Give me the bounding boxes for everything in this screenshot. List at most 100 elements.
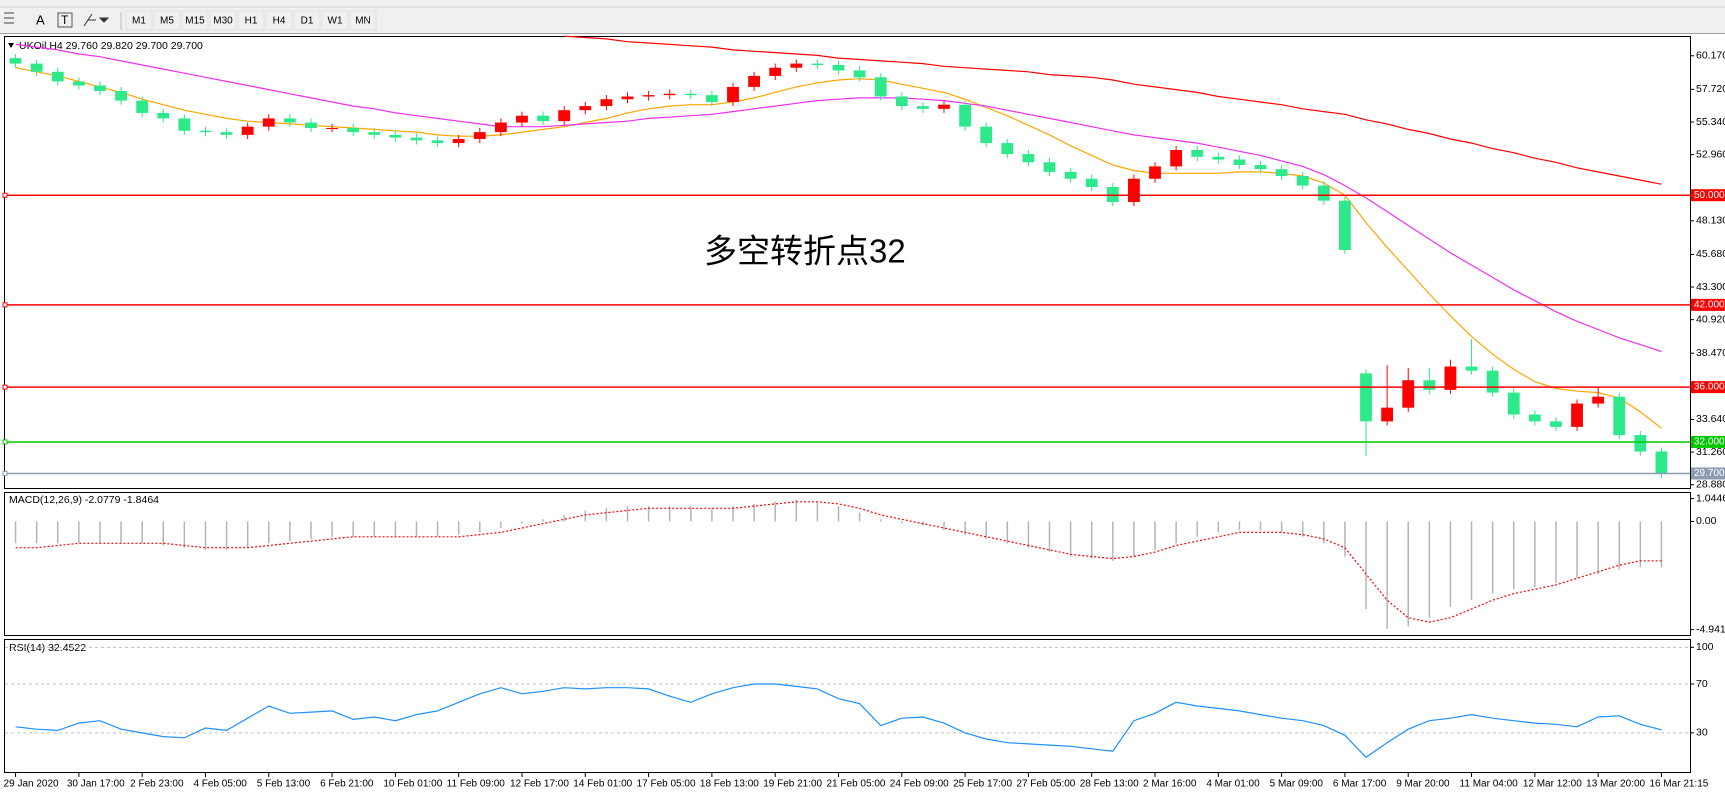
candle-body [1212,156,1225,160]
y-tick-label: 31.260 [1696,446,1725,458]
main-title: UKOil,H4 29.760 29.820 29.700 29.700 [19,40,203,52]
tool-button[interactable]: A [36,12,45,27]
y-tick-label: -4.9417 [1696,623,1725,635]
drawing-tool-icon[interactable] [83,13,110,27]
rsi-pane [4,639,1691,773]
timeframe-label[interactable]: M15 [185,16,205,27]
candle-body [980,126,993,144]
y-tick-label: 45.680 [1696,248,1725,260]
candle-body [1465,366,1478,371]
y-tick-label: 30 [1696,727,1708,739]
x-tick-label: 27 Feb 05:00 [1016,779,1075,790]
candle-body [1317,185,1330,201]
x-tick-label: 16 Mar 21:15 [1649,779,1708,790]
candle-body [1507,392,1520,415]
candle-body [1655,451,1668,474]
timeframe-button[interactable] [321,10,349,31]
tool-button[interactable]: T [61,13,69,27]
timeframe-label[interactable]: MN [355,16,371,27]
level-label: 36.000 [1694,382,1725,393]
x-tick-label: 2 Mar 16:00 [1143,779,1197,790]
timeframe-button[interactable] [181,10,209,31]
timeframe-label[interactable]: H4 [273,16,286,27]
y-tick-label: 43.300 [1696,281,1725,293]
y-tick-label: 40.920 [1696,313,1725,325]
timeframe-button[interactable] [209,10,237,31]
y-tick-label: 55.340 [1696,116,1725,128]
y-tick-label: 60.170 [1696,50,1725,62]
x-tick-label: 28 Feb 13:00 [1080,779,1139,790]
candle-body [326,128,338,130]
candle-body [494,122,507,133]
timeframe-button[interactable] [125,10,153,31]
x-tick-label: 14 Feb 01:00 [573,779,632,790]
x-tick-label: 10 Feb 01:00 [383,779,442,790]
level-label: 29.700 [1694,468,1725,479]
candle-body [705,95,718,102]
timeframe-button[interactable] [265,10,293,31]
candle-body [1550,421,1562,427]
timeframe-label[interactable]: M30 [213,16,233,27]
timeframe-label[interactable]: M5 [160,16,174,27]
x-tick-label: 25 Feb 17:00 [953,779,1012,790]
candle-body [1191,149,1204,157]
timeframe-button[interactable] [349,10,377,31]
candle-body [790,63,803,68]
text-tool-frame [57,12,73,28]
x-tick-label: 19 Feb 21:00 [763,779,822,790]
candle-body [663,93,676,96]
candle-body [1064,171,1077,179]
x-tick-label: 13 Mar 20:00 [1586,779,1645,790]
timeframe-button[interactable] [293,10,321,31]
y-tick-label: 70 [1696,678,1708,690]
x-tick-label: 21 Feb 05:00 [827,779,886,790]
x-tick-label: 24 Feb 09:00 [890,779,949,790]
timeframe-button[interactable] [237,10,265,31]
level-label: 32.000 [1694,437,1725,448]
y-tick-label: 57.720 [1696,83,1725,95]
candle-body [727,86,739,102]
level-tag [1691,189,1725,202]
candle-body [94,85,106,92]
rsi-line [15,683,1662,759]
collapse-arrow[interactable] [8,43,14,48]
candle-body [452,138,465,144]
candle-body [1381,407,1394,422]
toolbar-grip [4,12,14,24]
candle-body [1022,154,1035,163]
x-tick-label: 9 Mar 20:00 [1396,779,1450,790]
candle-body [1360,373,1372,422]
x-tick-label: 5 Mar 09:00 [1270,779,1324,790]
y-tick-label: 0.00 [1696,515,1717,527]
candle-body [283,118,296,123]
level-handle [2,192,8,198]
candle-body [1571,403,1583,427]
candle-body [410,137,423,141]
timeframe-label[interactable]: H1 [245,16,258,27]
level-tag [1691,435,1725,448]
candle-body [1528,414,1541,422]
timeframe-label[interactable]: M1 [132,16,146,27]
candle-body [1296,176,1309,186]
candle-body [1001,143,1014,155]
candle-body [9,58,22,64]
candle-body [748,75,761,87]
timeframe-label[interactable]: W1 [328,16,343,27]
macd-pane [4,492,1691,636]
y-tick-label: 28.880 [1696,478,1725,490]
candle-body [1592,396,1605,404]
candle-body [347,128,360,133]
timeframe-label[interactable]: D1 [301,16,314,27]
candle-body [811,63,824,65]
level-label: 50.000 [1694,190,1725,201]
candle-body [157,112,170,119]
candle-body [1170,149,1183,167]
candle-body [1486,370,1499,393]
candle-body [473,132,486,139]
candle-body [1149,166,1161,179]
candle-body [241,126,254,135]
level-label: 42.000 [1694,299,1725,310]
timeframe-button[interactable] [153,10,181,31]
x-tick-label: 5 Feb 13:00 [257,779,311,790]
x-tick-label: 12 Mar 12:00 [1523,779,1582,790]
